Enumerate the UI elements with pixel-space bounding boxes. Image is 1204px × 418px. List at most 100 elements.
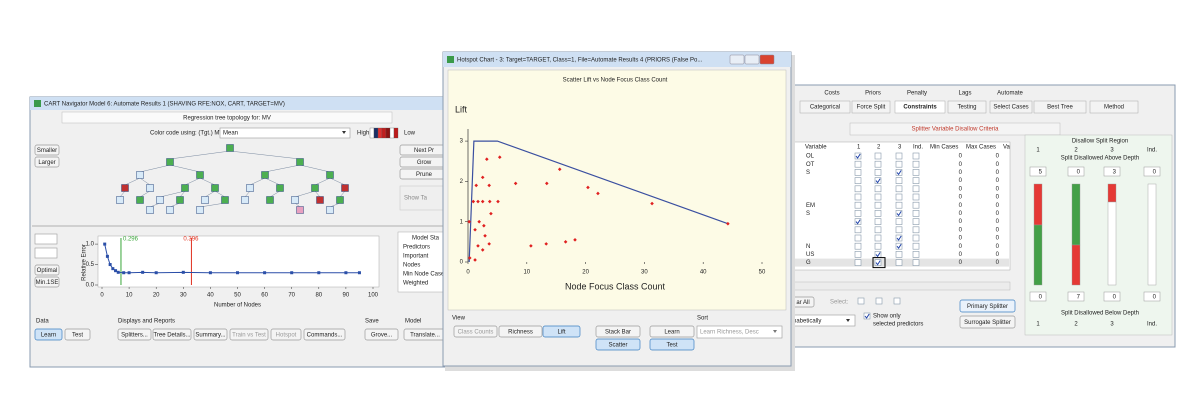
checkbox[interactable] xyxy=(874,218,882,225)
scatter-point[interactable] xyxy=(480,199,485,204)
checkbox[interactable] xyxy=(874,259,882,266)
checkbox[interactable] xyxy=(895,251,903,258)
checkbox[interactable] xyxy=(874,234,882,242)
scatter-point[interactable] xyxy=(480,248,485,252)
button-label[interactable]: Stack Bar xyxy=(605,330,631,336)
checkbox[interactable] xyxy=(893,297,901,305)
tree-node[interactable] xyxy=(136,171,144,179)
tab[interactable] xyxy=(1089,100,1139,114)
tree-node[interactable] xyxy=(201,196,209,204)
tree-node[interactable] xyxy=(166,158,174,166)
button-label[interactable]: ar All xyxy=(796,300,809,306)
tree-node[interactable] xyxy=(226,144,234,152)
button-label[interactable]: Prune xyxy=(416,172,433,178)
checkbox[interactable] xyxy=(912,218,920,225)
checkbox[interactable] xyxy=(912,210,920,217)
tree-node[interactable] xyxy=(176,196,184,204)
checkbox[interactable] xyxy=(874,152,882,160)
tree-node[interactable] xyxy=(341,184,349,192)
button[interactable] xyxy=(959,315,1016,329)
tab[interactable] xyxy=(947,100,987,114)
scatter-point[interactable] xyxy=(474,183,479,188)
checkbox[interactable] xyxy=(895,234,903,242)
tree-node[interactable] xyxy=(221,196,229,204)
checkbox[interactable] xyxy=(912,201,920,209)
checkbox[interactable] xyxy=(895,259,903,266)
label[interactable]: Learn Richness, Desc xyxy=(700,330,759,336)
checkbox[interactable] xyxy=(854,210,862,217)
tree-node[interactable] xyxy=(266,196,274,204)
checkbox[interactable] xyxy=(912,226,920,234)
tree-node[interactable] xyxy=(196,206,204,214)
button[interactable] xyxy=(303,328,346,341)
tab[interactable] xyxy=(989,100,1033,114)
scatter-point[interactable] xyxy=(467,256,472,260)
checkbox[interactable] xyxy=(912,242,920,250)
scatter-point[interactable] xyxy=(480,175,485,180)
checkbox[interactable] xyxy=(854,193,862,201)
tree-node[interactable] xyxy=(326,206,334,214)
button[interactable] xyxy=(152,328,192,341)
checkbox[interactable] xyxy=(875,297,883,305)
label[interactable]: habetically xyxy=(793,319,821,325)
tree-node[interactable] xyxy=(146,206,154,214)
spin-box[interactable] xyxy=(1029,291,1047,302)
scatter-point[interactable] xyxy=(726,221,730,226)
tree-node[interactable] xyxy=(196,171,204,179)
checkbox[interactable] xyxy=(874,169,882,176)
scatter-point[interactable] xyxy=(544,181,549,186)
checkbox[interactable] xyxy=(912,169,920,176)
checkbox[interactable] xyxy=(874,201,882,209)
scatter-point[interactable] xyxy=(473,227,477,232)
scatter-point[interactable] xyxy=(497,155,502,160)
scatter-point[interactable] xyxy=(586,185,590,190)
button-label[interactable]: Surrogate Splitter xyxy=(964,320,1011,326)
spin-box[interactable] xyxy=(1103,166,1121,177)
tab[interactable]: Costs xyxy=(824,91,839,97)
tab-label[interactable]: Force Split xyxy=(857,105,886,111)
checkbox[interactable] xyxy=(895,201,903,209)
button[interactable] xyxy=(193,328,228,341)
button[interactable] xyxy=(364,328,399,341)
button-label[interactable]: Primary Splitter xyxy=(967,304,1008,310)
tab-label[interactable]: Categorical xyxy=(810,105,840,111)
spin-box[interactable] xyxy=(1143,166,1161,177)
checkbox[interactable] xyxy=(854,169,862,176)
button[interactable] xyxy=(34,328,63,341)
tree-node[interactable] xyxy=(291,196,299,204)
tab-label[interactable]: Select Cases xyxy=(993,105,1028,111)
scatter-point[interactable] xyxy=(477,219,481,224)
checkbox[interactable] xyxy=(874,210,882,217)
tree-node[interactable] xyxy=(261,171,269,179)
button[interactable] xyxy=(649,338,695,351)
button[interactable] xyxy=(542,325,581,338)
scatter-point[interactable] xyxy=(557,167,562,172)
button-label[interactable]: Test xyxy=(72,333,83,339)
button[interactable] xyxy=(34,276,60,288)
tree-node[interactable] xyxy=(116,196,124,204)
window-control[interactable] xyxy=(744,54,760,65)
button[interactable] xyxy=(34,156,60,168)
icon-button[interactable] xyxy=(34,233,58,245)
button[interactable] xyxy=(34,264,60,276)
button-label[interactable]: Hotspot xyxy=(276,333,297,339)
label[interactable]: Mean xyxy=(223,131,238,137)
button[interactable] xyxy=(34,144,60,156)
tab[interactable]: Automate xyxy=(997,91,1023,97)
scatter-point[interactable] xyxy=(487,199,492,204)
button-label[interactable]: Optimal xyxy=(37,268,58,274)
tree-node[interactable] xyxy=(156,196,164,204)
tree-node[interactable] xyxy=(276,184,284,192)
spin-box[interactable] xyxy=(1067,291,1085,302)
tab-label[interactable]: Best Tree xyxy=(1047,105,1073,111)
tab-label[interactable]: Constraints xyxy=(903,105,937,111)
button-label[interactable]: Tree Details... xyxy=(153,333,190,339)
spin-box[interactable] xyxy=(1067,166,1085,177)
button[interactable] xyxy=(64,328,91,341)
scatter-point[interactable] xyxy=(650,201,654,206)
button-label[interactable]: Min.1SE xyxy=(36,280,59,286)
checkbox[interactable] xyxy=(854,234,862,242)
button-label[interactable]: Test xyxy=(666,343,677,349)
tab[interactable]: Penalty xyxy=(907,91,927,97)
button-label[interactable]: Summary... xyxy=(195,333,226,339)
